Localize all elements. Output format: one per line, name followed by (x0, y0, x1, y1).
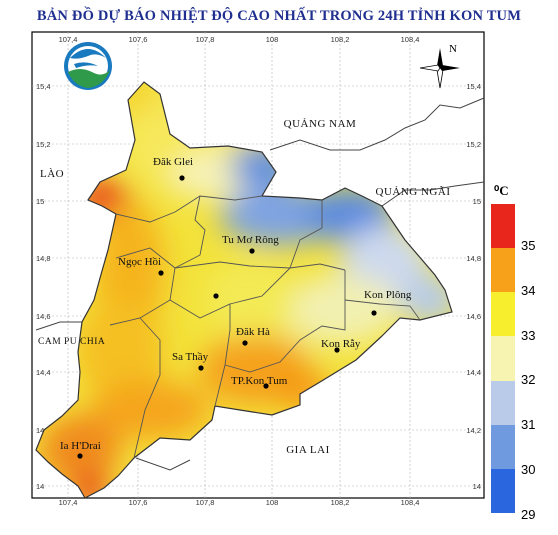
legend-label: 31 (521, 417, 536, 432)
place-kon-ray: Kon Rẫy (321, 338, 361, 350)
place-markers (77, 175, 377, 459)
place-tp-kon-tum: TP.Kon Tum (231, 375, 288, 387)
district-boundaries (109, 195, 421, 459)
neighbor-gia-lai: GIA LAI (286, 444, 330, 456)
agency-logo-icon (64, 42, 112, 90)
neighbor-quang-ngai: QUẢNG NGÃI (376, 186, 451, 198)
lon-top-label: 107,8 (196, 35, 215, 44)
lat-right-label: 14,6 (466, 312, 481, 321)
legend-unit: ⁰C (494, 183, 509, 198)
legend-swatch (491, 424, 515, 469)
lat-left-label: 14,6 (36, 312, 51, 321)
lat-right-label: 14,2 (466, 426, 481, 435)
legend-swatch (491, 204, 515, 249)
lon-top-label: 107,4 (59, 35, 78, 44)
legend-label: 34 (521, 283, 536, 298)
place-ngoc-hoi: Ngọc Hồi (118, 256, 161, 268)
lon-bottom-label: 108,4 (401, 498, 420, 507)
legend-label: 33 (521, 328, 536, 343)
legend-color-bar (491, 204, 515, 513)
lat-left-label: 15 (36, 197, 44, 206)
north-arrow-icon: N (419, 43, 460, 89)
place-dak-glei: Đăk Glei (153, 156, 193, 168)
lat-right-label: 14 (473, 482, 481, 491)
legend-swatch (491, 336, 515, 381)
lat-right-label: 15,2 (466, 140, 481, 149)
lat-right-label: 14,4 (466, 368, 481, 377)
legend-label: 29 (521, 507, 536, 522)
legend-swatch (491, 380, 515, 425)
lat-right-label: 15 (473, 197, 481, 206)
lon-top-label: 107,6 (129, 35, 148, 44)
legend-swatch (491, 292, 515, 337)
neighbor-quang-nam: QUẢNG NAM (284, 118, 357, 130)
legend-label: 35 (521, 238, 536, 253)
lon-bottom-label: 107,6 (129, 498, 148, 507)
lat-left-label: 14 (36, 482, 44, 491)
lon-top-label: 108 (266, 35, 279, 44)
lon-bottom-label: 107,4 (59, 498, 78, 507)
legend-swatch (491, 468, 515, 513)
lat-left-label: 14,4 (36, 368, 51, 377)
place-dak-ha: Đăk Hà (236, 326, 270, 338)
lon-top-label: 108,2 (331, 35, 350, 44)
map-title: BẢN ĐỒ DỰ BÁO NHIỆT ĐỘ CAO NHẤT TRONG 24… (36, 8, 522, 24)
lat-right-label: 15,4 (466, 82, 481, 91)
lon-bottom-label: 107,8 (196, 498, 215, 507)
lat-right-label: 14,8 (466, 254, 481, 263)
lat-left-label: 15,2 (36, 140, 51, 149)
neighbor-lao: LÀO (40, 168, 64, 180)
neighbor-cambodia: CAM PU CHIA (38, 337, 105, 347)
lat-left-label: 15,4 (36, 82, 51, 91)
place-ia-h-drai: Ia H'Drai (60, 440, 101, 452)
place-sa-thay: Sa Thầy (172, 351, 209, 363)
lon-bottom-label: 108,2 (331, 498, 350, 507)
legend-swatch (491, 248, 515, 293)
legend-label: 32 (521, 372, 536, 387)
lon-top-label: 108,4 (401, 35, 420, 44)
lat-left-label: 14,8 (36, 254, 51, 263)
place-kon-plong: Kon Plông (364, 289, 412, 301)
neighbor-boundaries (35, 97, 485, 471)
place-tu-mo-rong: Tu Mơ Rông (222, 234, 279, 246)
legend-label: 30 (521, 462, 536, 477)
lon-bottom-label: 108 (266, 498, 279, 507)
north-label: N (449, 43, 457, 55)
